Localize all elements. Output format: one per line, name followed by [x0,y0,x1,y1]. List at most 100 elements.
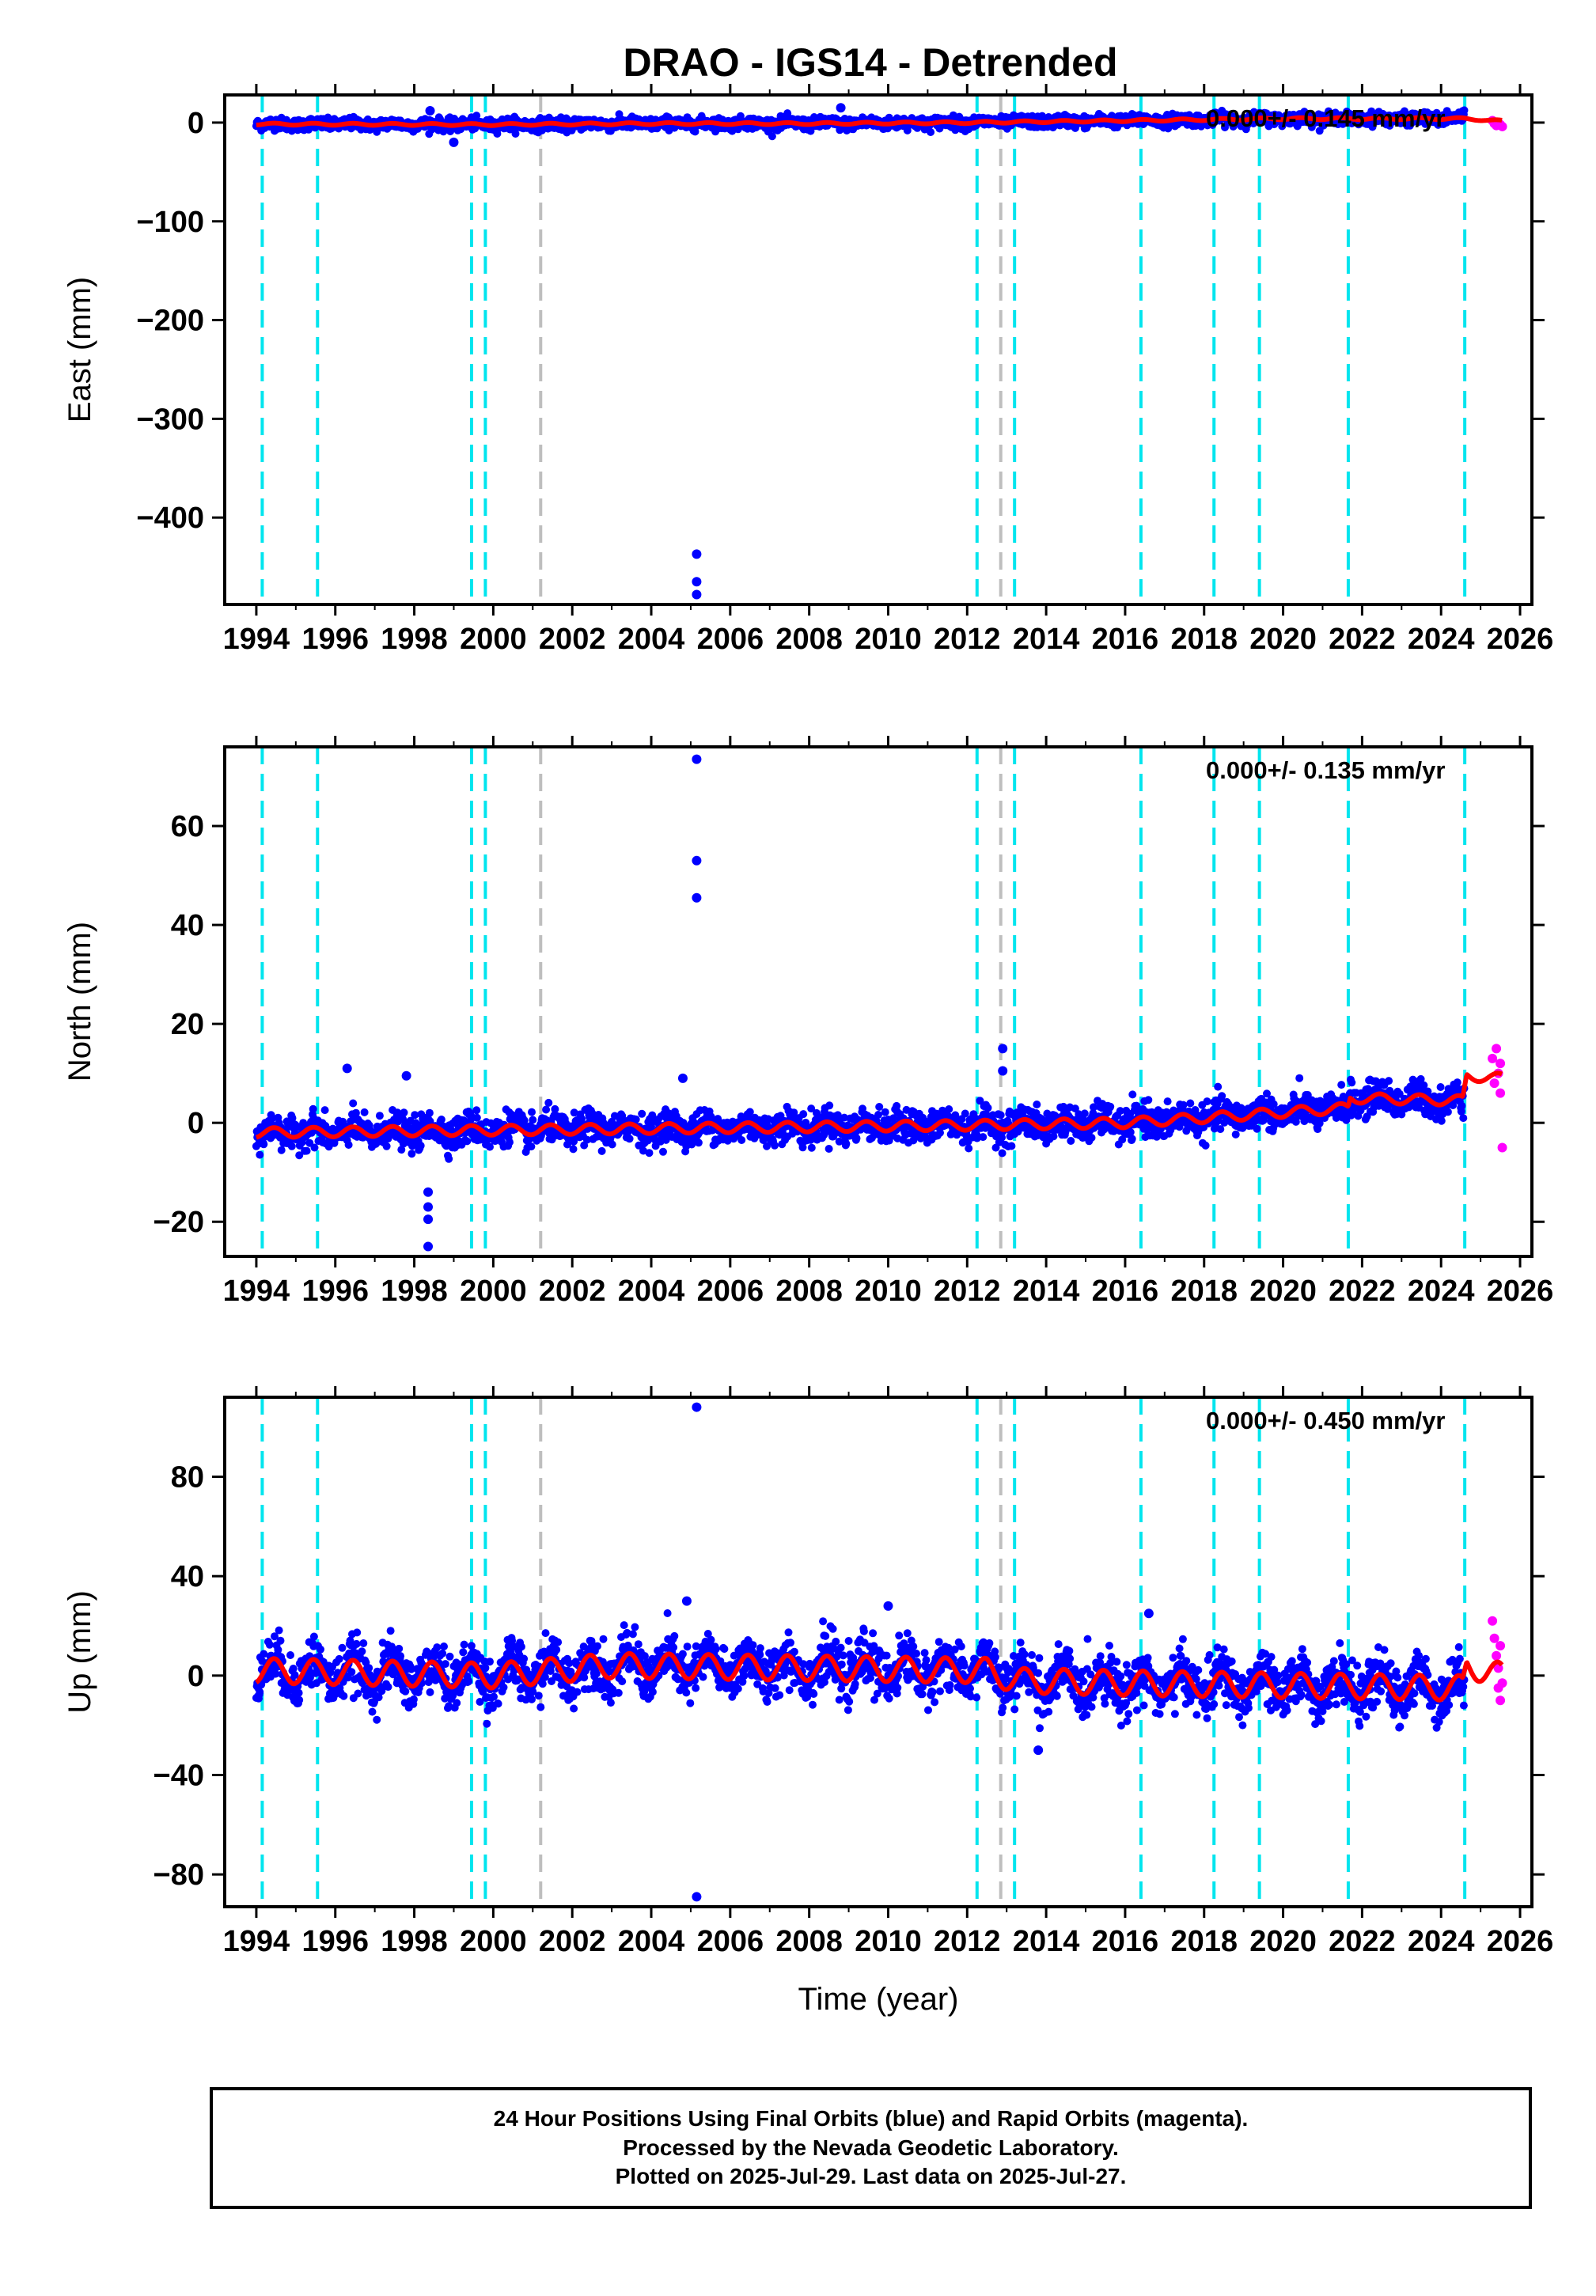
outlier-point [449,137,459,147]
outlier-point [425,105,435,116]
data-point [277,1146,286,1154]
rate-label: 0.000+/- 0.145 mm/yr [1206,104,1445,132]
x-tick-label: 2020 [1249,623,1317,656]
data-point [260,1140,268,1149]
data-point [625,1135,634,1143]
data-point [1128,1090,1137,1099]
data-point [608,1140,616,1149]
data-point [349,1099,358,1108]
y-tick-label: 0 [188,107,204,140]
data-point [1128,1135,1136,1143]
x-tick-label: 2024 [1408,623,1475,656]
data-point [979,1133,988,1142]
data-point [344,1141,353,1149]
data-point [984,1104,992,1112]
data-point [1337,1081,1346,1089]
data-point [1106,1102,1115,1111]
data-point [768,132,776,141]
data-point [737,1136,746,1144]
data-point [506,1138,514,1146]
panel-east: 1994 1996 1998 2000 2002 2004 2006 2008 2010 2012… [63,84,1553,656]
data-point [799,1110,808,1119]
data-point [1295,1074,1304,1082]
data-point [1080,1109,1089,1118]
data-point [1067,1137,1075,1145]
x-tick-label: 2012 [934,623,1001,656]
data-point [425,1108,434,1117]
data-point [1144,1096,1153,1104]
data-point [1214,1082,1223,1091]
data-point [309,1104,317,1113]
data-point [825,1101,834,1110]
data-point [694,1139,703,1147]
data-point [360,1108,369,1116]
data-point [998,1149,1007,1157]
data-point [493,130,502,138]
data-point [807,1143,816,1152]
data-point [382,1142,391,1150]
y-axis-label: East (mm) [63,277,97,422]
data-point [1033,1101,1041,1108]
data-point [927,128,935,136]
data-point [320,1106,329,1115]
data-point [529,1116,537,1124]
data-point [881,1108,889,1116]
x-tick-label: 2004 [618,623,685,656]
data-point [852,1134,861,1142]
x-tick-label: 2016 [1092,623,1159,656]
data-point [1201,1141,1210,1150]
x-tick-label: 2026 [1487,623,1554,656]
data-point [996,1111,1005,1120]
y-tick-label: −400 [136,502,204,535]
data-point [1126,1128,1135,1136]
x-tick-label: 1998 [381,623,448,656]
x-tick-label: 1994 [223,623,290,656]
figure-title: DRAO - IGS14 - Detrended [623,40,1117,85]
data-point [256,1150,264,1159]
data-point [375,1112,384,1120]
data-point [875,1103,884,1111]
x-tick-label: 2010 [855,623,922,656]
data-point [416,1142,425,1150]
data-point [659,1147,667,1156]
data-point [945,1105,953,1113]
data-point [1348,1078,1356,1087]
x-tick-label: 2018 [1170,623,1238,656]
final-orbit-points [252,103,1469,600]
data-point [527,1142,536,1151]
x-tick-label: 2022 [1329,623,1396,656]
data-point [302,1146,311,1155]
data-point [1231,1130,1240,1139]
data-point [1460,106,1469,115]
data-point [578,1115,586,1123]
data-point [1186,1099,1195,1108]
data-point [472,1113,481,1122]
data-point [445,1154,453,1163]
data-point [965,1144,973,1153]
x-tick-label: 2006 [697,623,764,656]
outlier-point [692,589,702,600]
data-point [638,1109,646,1118]
x-tick-label: 2008 [775,623,843,656]
outlier-point [692,549,702,559]
rapid-point [1497,121,1507,131]
final-orbit-points [252,754,1469,1252]
data-point [528,1108,536,1116]
plot-frame [223,93,1533,606]
data-point [1203,1097,1211,1106]
data-point [310,1143,319,1152]
data-point [1179,1101,1188,1109]
data-point [437,1116,445,1123]
data-point [472,1106,481,1115]
data-point [569,1145,578,1154]
data-point [542,1105,551,1114]
y-tick-label: −200 [136,305,204,338]
data-point [1253,1124,1261,1133]
data-point [408,1150,416,1158]
x-tick-label: 2000 [460,623,527,656]
data-point [472,112,481,120]
data-point [287,1142,296,1150]
panel-north: 1994 1996 1998 2000 2002 2004 2006 2008 2010 2012… [63,736,1553,1308]
data-point [1007,1142,1016,1150]
